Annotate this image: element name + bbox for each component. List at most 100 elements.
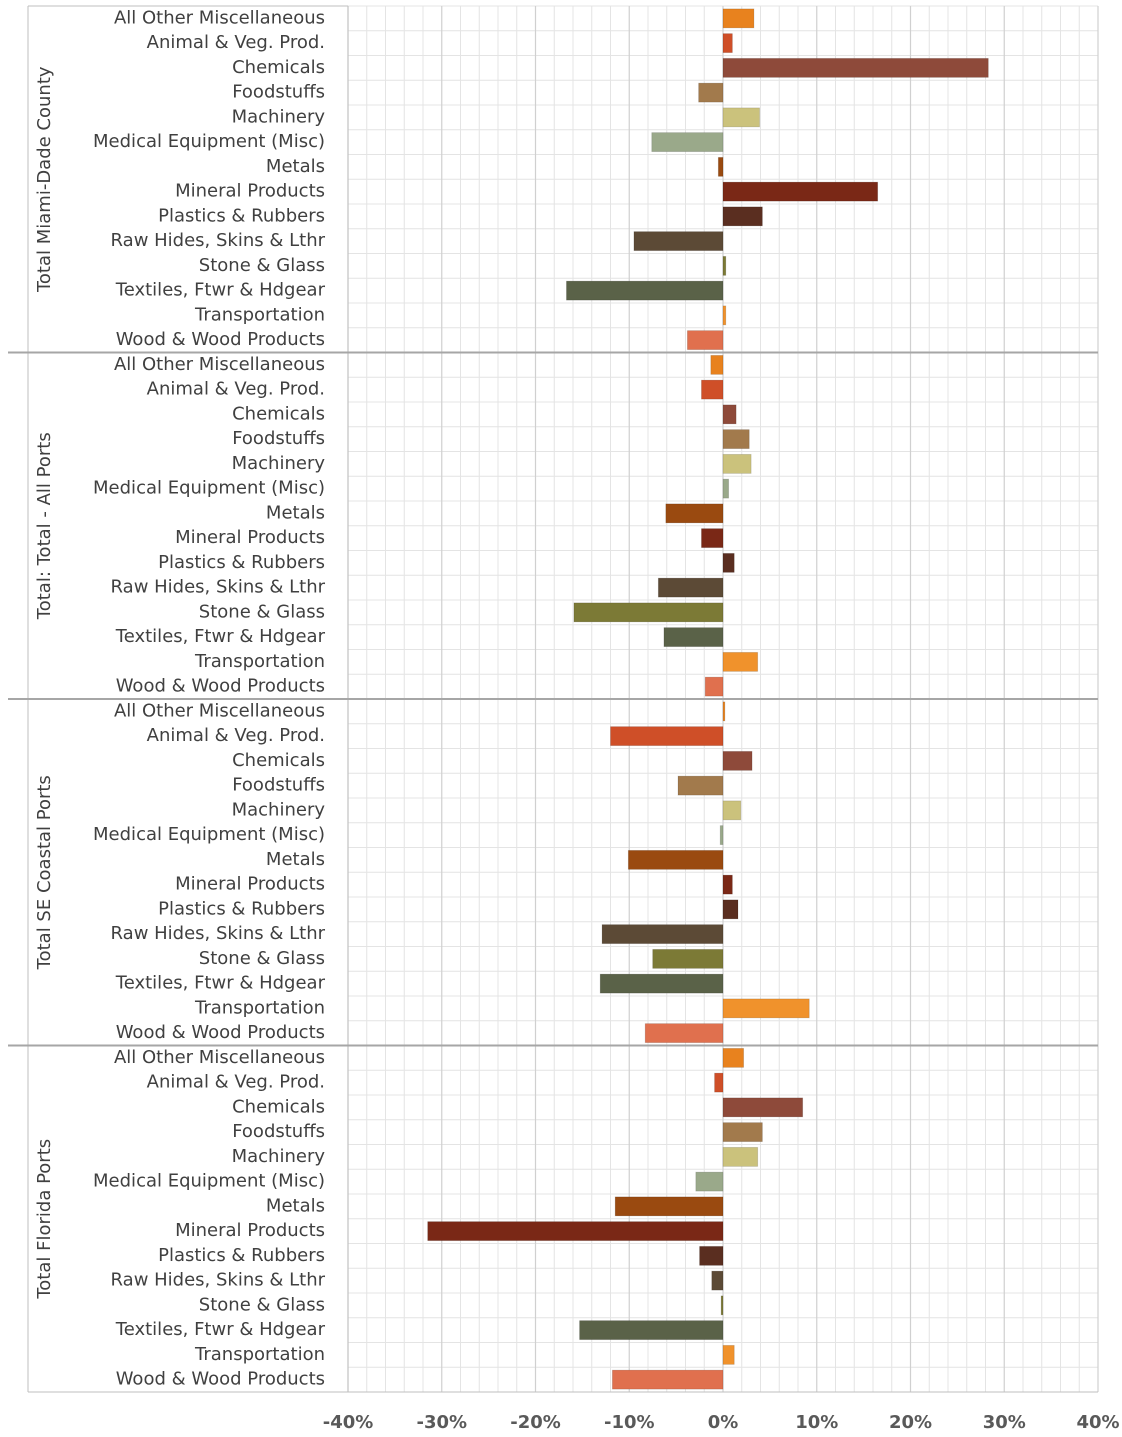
category-label: Machinery — [232, 106, 326, 127]
category-label: Textiles, Ftwr & Hdgear — [115, 1319, 326, 1340]
bar — [566, 280, 724, 301]
bar — [657, 577, 724, 598]
group-label: Total: Total - All Ports — [34, 432, 55, 620]
category-label: Machinery — [232, 799, 326, 820]
bar — [699, 1245, 724, 1266]
bar — [722, 181, 879, 202]
x-tick-label: 30% — [983, 1412, 1026, 1433]
bar — [722, 255, 727, 276]
bar — [611, 1369, 724, 1390]
category-label: Animal & Veg. Prod. — [147, 379, 325, 400]
category-label: Foodstuffs — [232, 428, 325, 449]
category-label: Raw Hides, Skins & Lthr — [111, 1270, 326, 1291]
category-label: Medical Equipment (Misc) — [93, 131, 325, 152]
category-label: Animal & Veg. Prod. — [147, 32, 325, 53]
bar — [722, 206, 763, 227]
bar — [614, 1196, 724, 1217]
bar — [722, 701, 726, 722]
category-label: Chemicals — [232, 1096, 325, 1117]
category-label: Chemicals — [232, 750, 325, 771]
bar — [599, 973, 724, 994]
category-label: Animal & Veg. Prod. — [147, 1072, 325, 1093]
bar — [710, 354, 724, 375]
bar — [714, 1072, 724, 1093]
category-label: Metals — [266, 1195, 325, 1216]
bar — [722, 429, 750, 450]
bar — [722, 750, 753, 771]
bar — [722, 1047, 745, 1068]
category-label: Medical Equipment (Misc) — [93, 478, 325, 499]
group-label: Total Florida Ports — [34, 1139, 55, 1300]
bar — [686, 330, 724, 351]
category-label: Mineral Products — [175, 1220, 325, 1241]
bar — [711, 1270, 724, 1291]
bar — [720, 1295, 724, 1316]
category-label: Metals — [266, 849, 325, 870]
group-label: Total SE Coastal Ports — [34, 775, 55, 970]
category-label: Stone & Glass — [199, 601, 325, 622]
category-label: Textiles, Ftwr & Hdgear — [115, 973, 326, 994]
category-label: Machinery — [232, 453, 326, 474]
bar — [698, 82, 724, 103]
category-label: Stone & Glass — [199, 255, 325, 276]
bar — [665, 503, 724, 524]
bar — [644, 1023, 724, 1044]
category-label: Wood & Wood Products — [116, 329, 325, 350]
bar — [722, 1146, 759, 1167]
bar — [701, 379, 724, 400]
category-label: Textiles, Ftwr & Hdgear — [115, 626, 326, 647]
category-label: Textiles, Ftwr & Hdgear — [115, 280, 326, 301]
category-label: Animal & Veg. Prod. — [147, 725, 325, 746]
bar — [722, 305, 727, 326]
x-tick-label: -40% — [323, 1412, 374, 1433]
bar — [722, 800, 742, 821]
bar — [652, 948, 724, 969]
bar — [579, 1320, 724, 1341]
category-label: Raw Hides, Skins & Lthr — [111, 923, 326, 944]
bar — [701, 528, 724, 549]
category-label: Metals — [266, 502, 325, 523]
bar — [722, 453, 752, 474]
category-label: Wood & Wood Products — [116, 676, 325, 697]
category-label: Wood & Wood Products — [116, 1369, 325, 1390]
category-label: All Other Miscellaneous — [114, 700, 325, 721]
category-label: Raw Hides, Skins & Lthr — [111, 230, 326, 251]
category-label: Machinery — [232, 1146, 326, 1167]
bar — [722, 57, 989, 78]
bar — [695, 1171, 724, 1192]
bar — [633, 231, 724, 252]
bar — [722, 8, 755, 29]
bar — [722, 1344, 735, 1365]
bar — [722, 107, 760, 128]
bar — [719, 825, 724, 846]
bar — [722, 33, 733, 54]
x-tick-label: -30% — [416, 1412, 467, 1433]
category-label: Metals — [266, 156, 325, 177]
bar — [722, 1122, 763, 1143]
category-label: Wood & Wood Products — [116, 1022, 325, 1043]
x-tick-label: -20% — [510, 1412, 561, 1433]
category-label: Transportation — [194, 1344, 325, 1365]
category-label: Chemicals — [232, 57, 325, 78]
category-label: Plastics & Rubbers — [158, 552, 325, 573]
x-tick-label: 0% — [708, 1412, 739, 1433]
bar — [722, 404, 737, 425]
bar — [722, 552, 735, 573]
category-label: Medical Equipment (Misc) — [93, 824, 325, 845]
bar — [663, 627, 724, 648]
bar — [610, 726, 724, 747]
category-label: Transportation — [194, 651, 325, 672]
category-label: Medical Equipment (Misc) — [93, 1171, 325, 1192]
bar — [717, 156, 724, 177]
category-label: Raw Hides, Skins & Lthr — [111, 577, 326, 598]
bar — [573, 602, 724, 623]
category-label: Mineral Products — [175, 527, 325, 548]
category-label: All Other Miscellaneous — [114, 354, 325, 375]
category-label: Mineral Products — [175, 874, 325, 895]
group-label: Total Miami-Dade County — [34, 66, 55, 293]
bar — [704, 676, 724, 697]
bar — [677, 775, 724, 796]
category-label: Mineral Products — [175, 181, 325, 202]
x-tick-label: -10% — [604, 1412, 655, 1433]
